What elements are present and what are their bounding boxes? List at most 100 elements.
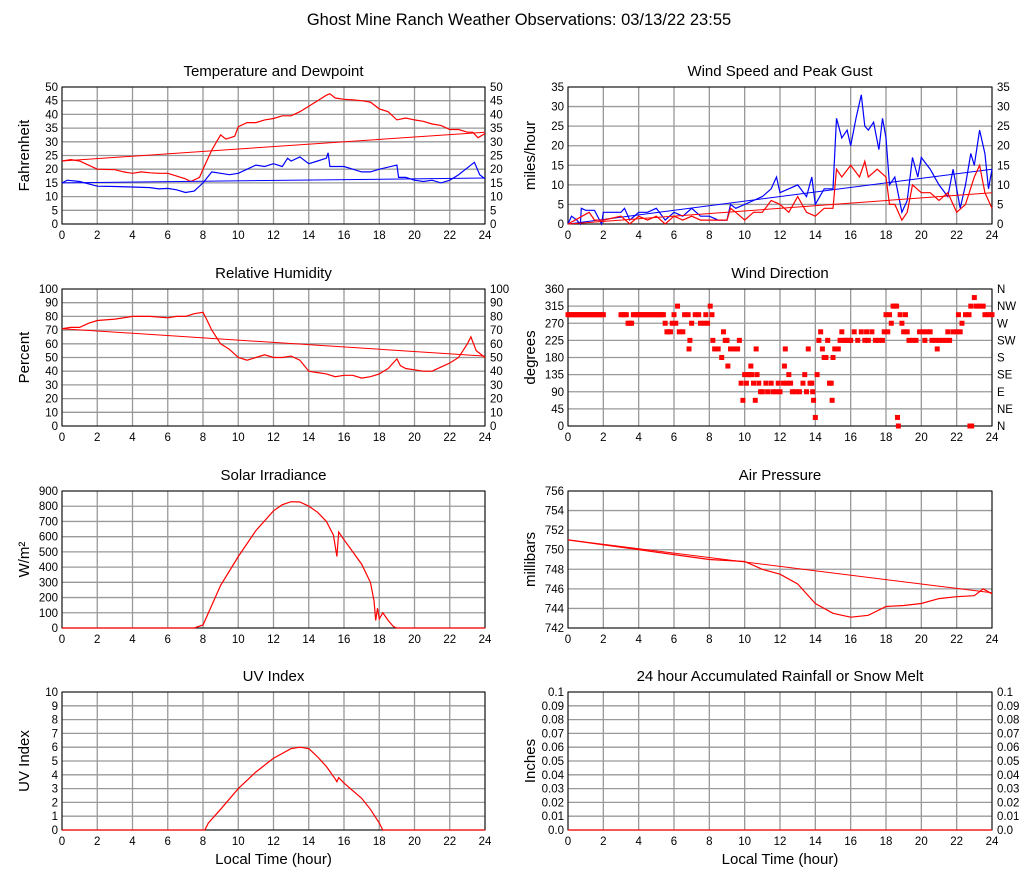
x-tick-label: 24 bbox=[986, 432, 999, 444]
direction-point bbox=[885, 329, 891, 335]
trend-line bbox=[61, 328, 486, 357]
y-axis-label: Fahrenheit bbox=[16, 119, 33, 192]
direction-point bbox=[894, 414, 900, 420]
plot-frame bbox=[61, 490, 486, 629]
direction-point bbox=[881, 329, 887, 335]
direction-point bbox=[858, 329, 864, 335]
x-tick-label: 2 bbox=[94, 432, 100, 444]
direction-point bbox=[973, 303, 979, 309]
direction-point bbox=[777, 389, 783, 395]
y-tick-label: 10 bbox=[45, 407, 58, 419]
x-tick-label: 22 bbox=[443, 634, 456, 646]
x-tick-label: 12 bbox=[267, 432, 280, 444]
y-tick-label: 100 bbox=[39, 608, 58, 620]
x-tick-label: 24 bbox=[986, 836, 999, 848]
direction-point bbox=[748, 363, 754, 369]
y-tick-label: 15 bbox=[551, 160, 564, 172]
x-tick-label: 14 bbox=[302, 634, 315, 646]
direction-point bbox=[685, 312, 691, 318]
direction-point bbox=[955, 312, 961, 318]
direction-point bbox=[968, 303, 974, 309]
y-tick-label: 200 bbox=[39, 593, 58, 605]
x-tick-label: 24 bbox=[479, 836, 492, 848]
direction-point bbox=[913, 337, 919, 343]
direction-point bbox=[735, 346, 741, 352]
x-tick-label: 10 bbox=[738, 836, 751, 848]
direction-point bbox=[980, 303, 986, 309]
direction-point bbox=[759, 389, 765, 395]
y-tick-label: 20 bbox=[45, 394, 58, 406]
direction-point bbox=[950, 329, 956, 335]
x-tick-label: 0 bbox=[59, 836, 65, 848]
direction-point bbox=[671, 312, 677, 318]
x-tick-label: 6 bbox=[671, 836, 677, 848]
panel-title: Wind Speed and Peak Gust bbox=[687, 63, 873, 80]
y-right-tick-label: 0.05 bbox=[997, 756, 1019, 768]
x-tick-label: 4 bbox=[129, 836, 136, 848]
x-tick-label: 2 bbox=[600, 432, 606, 444]
x-tick-label: 8 bbox=[706, 634, 712, 646]
x-tick-label: 14 bbox=[809, 432, 822, 444]
y-right-tick-label: 70 bbox=[490, 325, 503, 337]
x-tick-label: 12 bbox=[267, 230, 280, 242]
x-tick-label: 8 bbox=[200, 432, 206, 444]
direction-point bbox=[781, 380, 787, 386]
direction-point bbox=[752, 397, 758, 403]
x-tick-label: 10 bbox=[232, 230, 245, 242]
direction-point bbox=[623, 312, 629, 318]
direction-point bbox=[756, 380, 762, 386]
direction-point bbox=[660, 312, 666, 318]
y-tick-label: 300 bbox=[39, 577, 58, 589]
y-tick-label: 360 bbox=[545, 284, 564, 296]
y-tick-label: 752 bbox=[545, 525, 564, 537]
y-axis-label: miles/hour bbox=[522, 121, 539, 190]
y-right-tick-label: 45 bbox=[490, 96, 503, 108]
y-right-tick-label: 30 bbox=[490, 380, 503, 392]
x-tick-label: 12 bbox=[267, 836, 280, 848]
direction-point bbox=[751, 380, 756, 386]
x-tick-label: 6 bbox=[165, 230, 171, 242]
y-axis-label: degrees bbox=[522, 330, 539, 384]
y-right-tick-label: 40 bbox=[490, 109, 503, 121]
y-right-tick-label: 50 bbox=[490, 353, 503, 365]
x-tick-label: 12 bbox=[774, 634, 787, 646]
direction-point bbox=[839, 329, 845, 335]
direction-point bbox=[819, 346, 825, 352]
x-tick-label: 18 bbox=[880, 634, 893, 646]
direction-point bbox=[662, 320, 668, 326]
y-tick-label: 5 bbox=[52, 205, 58, 217]
direction-point bbox=[740, 397, 746, 403]
x-tick-label: 4 bbox=[635, 634, 642, 646]
panel-title: 24 hour Accumulated Rainfall or Snow Mel… bbox=[637, 668, 925, 685]
y-tick-label: 754 bbox=[545, 506, 565, 518]
x-tick-label: 24 bbox=[986, 230, 999, 242]
x-tick-label: 20 bbox=[915, 432, 928, 444]
direction-point bbox=[743, 380, 749, 386]
direction-point bbox=[736, 337, 742, 343]
direction-point bbox=[932, 337, 938, 343]
y-right-tick-label: 0.07 bbox=[997, 728, 1019, 740]
x-tick-label: 0 bbox=[565, 836, 571, 848]
direction-point bbox=[707, 303, 713, 309]
direction-point bbox=[876, 337, 882, 343]
trend-line bbox=[61, 177, 486, 184]
direction-point bbox=[775, 380, 781, 386]
y-right-tick-label: 0.03 bbox=[997, 784, 1019, 796]
y-tick-label: 0.09 bbox=[542, 701, 564, 713]
x-tick-label: 6 bbox=[165, 432, 171, 444]
x-tick-label: 22 bbox=[443, 432, 456, 444]
direction-point bbox=[698, 320, 703, 326]
y-tick-label: 750 bbox=[545, 545, 564, 557]
direction-point bbox=[917, 329, 923, 335]
panel-7: 24 hour Accumulated Rainfall or Snow Mel… bbox=[522, 668, 1020, 868]
x-tick-label: 24 bbox=[479, 432, 492, 444]
y-tick-label: 50 bbox=[45, 82, 58, 94]
direction-point bbox=[724, 337, 730, 343]
direction-point bbox=[719, 355, 725, 360]
direction-point bbox=[600, 312, 606, 318]
x-tick-label: 22 bbox=[443, 230, 456, 242]
x-tick-label: 0 bbox=[565, 432, 571, 444]
x-tick-label: 20 bbox=[915, 634, 928, 646]
direction-point bbox=[906, 337, 912, 343]
